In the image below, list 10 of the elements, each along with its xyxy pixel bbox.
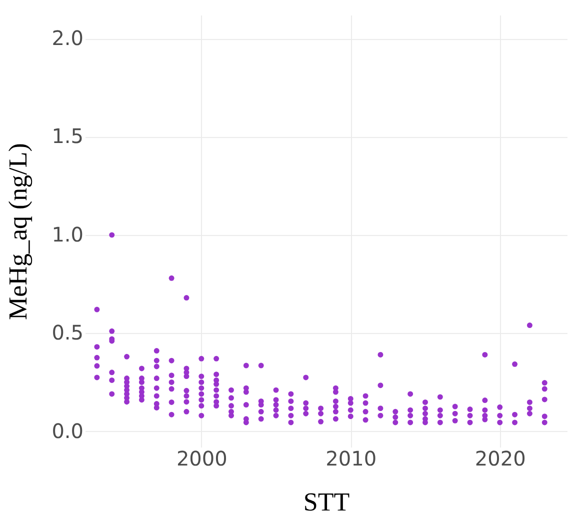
y-tick-label: 0.5 <box>52 320 84 345</box>
x-axis-title: STT <box>303 488 350 516</box>
x-tick-label: 2010 <box>326 446 377 470</box>
y-tick-label: 1.5 <box>52 124 84 148</box>
x-tick-label: 2000 <box>176 446 228 470</box>
y-tick-label: 1.0 <box>52 222 84 246</box>
y-axis-title: MeHg_aq (ng/L) <box>4 143 33 320</box>
y-tick-label: 2.0 <box>52 26 84 50</box>
x-tick-label: 2020 <box>474 446 526 470</box>
y-tick-label: 0.0 <box>52 418 84 443</box>
